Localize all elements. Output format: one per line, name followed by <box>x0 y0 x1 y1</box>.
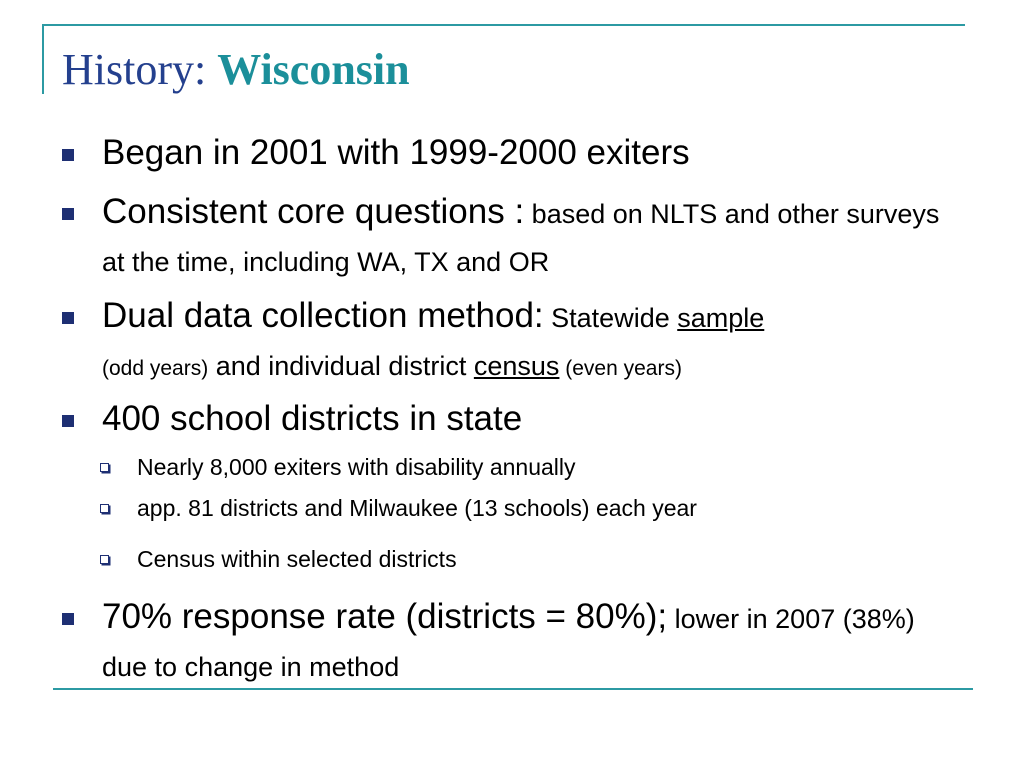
bullet-lead-text: 70% response rate (districts = 80%); <box>102 597 668 636</box>
sub-bullet-text: Census within selected districts <box>137 546 457 572</box>
hollow-square-bullet-icon <box>100 463 109 472</box>
hollow-square-bullet-icon <box>100 555 109 564</box>
filled-square-bullet-icon <box>62 312 74 324</box>
bullet-lead-text: Dual data collection method: <box>102 296 544 335</box>
bullet-main-text: Began in 2001 with 1999-2000 exiters <box>102 133 690 172</box>
hollow-square-bullet-icon <box>100 504 109 513</box>
filled-square-bullet-icon <box>62 208 74 220</box>
slide-title: History: Wisconsin <box>62 42 410 98</box>
sub-bullet-text: app. 81 districts and Milwaukee (13 scho… <box>137 495 697 521</box>
bottom-rule <box>53 688 973 690</box>
bullet-part-district: and individual district <box>208 351 474 381</box>
sub-bullet-text: Nearly 8,000 exiters with disability ann… <box>137 454 576 480</box>
bullet-detail-text: lower in 2007 (38%) due to change in met… <box>102 604 915 682</box>
bullet-text: 70% response rate (districts = 80%); low… <box>102 594 942 690</box>
bullet-text: 400 school districts in state <box>102 396 942 442</box>
title-prefix: History: <box>62 45 207 94</box>
top-rule <box>43 24 965 26</box>
census-underlined: census <box>473 351 560 381</box>
bullet-detail-text: based on NLTS and other surveys at the t… <box>102 199 940 277</box>
filled-square-bullet-icon <box>62 415 74 427</box>
bullet-text: Consistent core questions : based on NLT… <box>102 189 942 285</box>
bullet-part-statewide: Statewide <box>543 303 678 333</box>
left-rule <box>42 24 44 94</box>
bullet-lead-text: Consistent core questions : <box>102 192 525 231</box>
bullet-text: Began in 2001 with 1999-2000 exiters <box>102 130 942 176</box>
filled-square-bullet-icon <box>62 149 74 161</box>
bullet-text: Dual data collection method: Statewide s… <box>102 293 942 392</box>
bullet-main-text: 400 school districts in state <box>102 399 523 438</box>
sample-underlined: sample <box>677 303 765 333</box>
bullet-part-odd-years: (odd years) <box>102 357 209 380</box>
filled-square-bullet-icon <box>62 613 74 625</box>
title-accent: Wisconsin <box>217 45 410 94</box>
bullet-part-even-years: (even years) <box>559 357 682 380</box>
